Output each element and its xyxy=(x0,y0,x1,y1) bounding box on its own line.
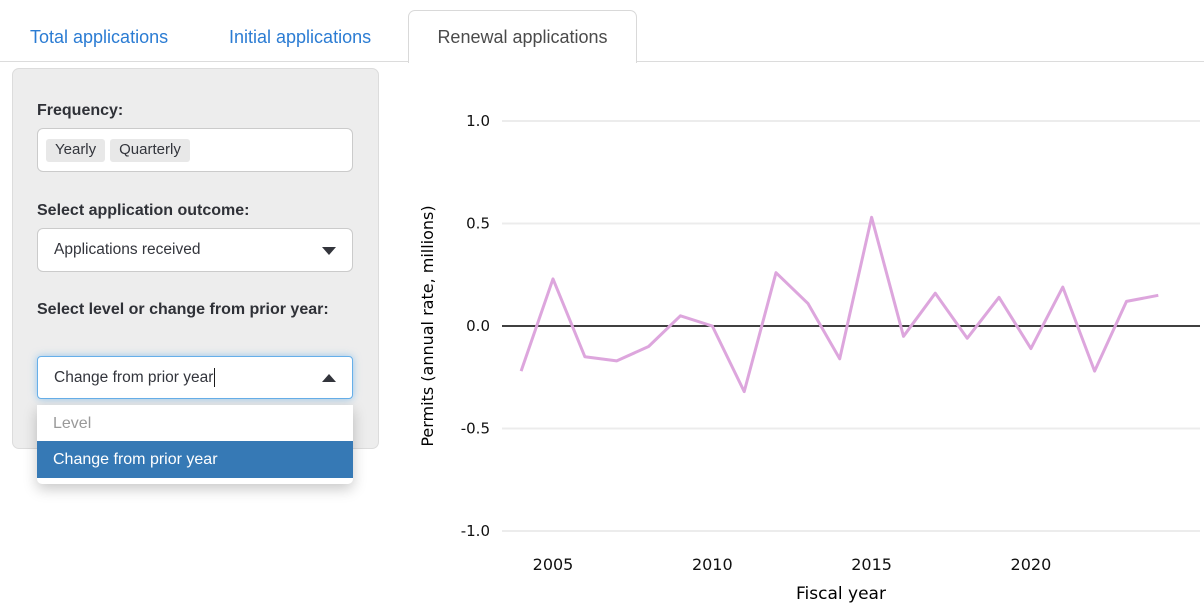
level-change-combobox[interactable]: Change from prior year xyxy=(37,356,353,399)
tab-initial-applications[interactable]: Initial applications xyxy=(229,27,372,47)
tab-total-applications[interactable]: Total applications xyxy=(30,27,169,47)
y-tick-label: 1.0 xyxy=(466,112,490,130)
controls-panel: Frequency: Yearly Quarterly Select appli… xyxy=(12,68,379,484)
outcome-label: Select application outcome: xyxy=(37,202,250,219)
level-change-dropdown-menu: Level Change from prior year xyxy=(37,405,353,484)
data-line xyxy=(519,215,1159,394)
x-axis-title: Fiscal year xyxy=(796,584,886,604)
text-cursor xyxy=(214,368,216,387)
y-tick-label: 0.5 xyxy=(466,215,490,233)
chevron-up-icon xyxy=(322,374,336,382)
frequency-option-yearly[interactable]: Yearly xyxy=(46,138,106,162)
x-tick-label: 2015 xyxy=(851,555,892,574)
chevron-down-icon xyxy=(322,247,336,255)
y-tick-label: -0.5 xyxy=(461,420,490,438)
dropdown-option-change-from-prior-year[interactable]: Change from prior year xyxy=(37,441,353,478)
frequency-input[interactable]: Yearly Quarterly xyxy=(37,128,353,172)
level-change-combobox-value: Change from prior year xyxy=(54,368,214,386)
x-tick-label: 2010 xyxy=(692,555,733,574)
active-tab-label: Renewal applications xyxy=(437,26,608,47)
tab-bar: Total applications Initial applications … xyxy=(0,0,1204,63)
outcome-select-value: Applications received xyxy=(54,241,201,258)
y-tick-label: -1.0 xyxy=(461,522,490,540)
frequency-label: Frequency: xyxy=(37,102,124,119)
x-tick-label: 2020 xyxy=(1011,555,1052,574)
y-axis-title: Permits (annual rate, millions) xyxy=(418,205,437,446)
frequency-option-quarterly[interactable]: Quarterly xyxy=(110,138,190,162)
outcome-select[interactable]: Applications received xyxy=(37,228,353,272)
level-change-label: Select level or change from prior year: xyxy=(37,301,329,318)
tab-renewal-applications[interactable]: Renewal applications xyxy=(408,10,637,63)
y-tick-label: 0.0 xyxy=(466,317,490,335)
x-tick-label: 2005 xyxy=(533,555,574,574)
dropdown-option-level[interactable]: Level xyxy=(53,415,92,432)
